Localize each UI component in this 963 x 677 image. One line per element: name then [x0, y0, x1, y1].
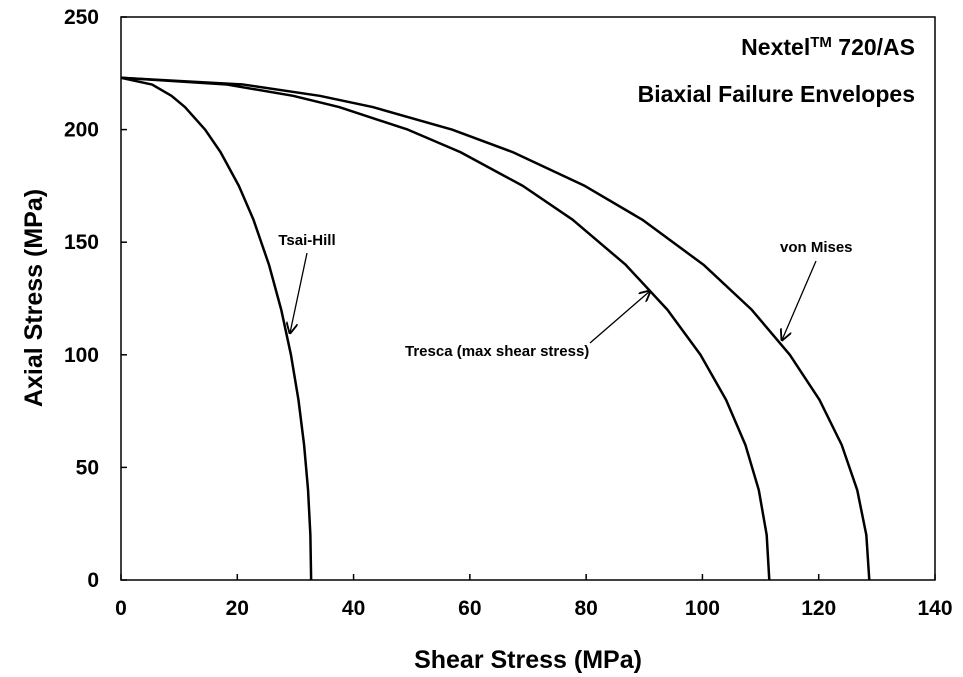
y-tick-label: 100: [64, 344, 99, 367]
annotation-arrow: [290, 252, 308, 333]
x-tick-label: 20: [226, 597, 249, 620]
chart-subtitle: Biaxial Failure Envelopes: [638, 81, 915, 107]
chart-title: NextelTM 720/AS: [741, 34, 915, 60]
x-tick-label: 120: [801, 597, 836, 620]
series-line: [120, 76, 313, 581]
series-line: [120, 76, 771, 581]
y-tick-label: 250: [64, 6, 99, 29]
x-tick-label: 100: [685, 597, 720, 620]
von-mises-label: von Mises: [780, 239, 853, 256]
x-axis-title: Shear Stress (MPa): [414, 646, 642, 674]
plot-frame: [120, 16, 936, 581]
x-tick-label: 0: [115, 597, 127, 620]
series-line: [120, 76, 871, 581]
annotation-arrow: [782, 260, 817, 340]
tsai-hill-label: Tsai-Hill: [278, 232, 335, 249]
x-tick-label: 140: [917, 597, 952, 620]
x-tick-label: 80: [574, 597, 597, 620]
x-tick-label: 60: [458, 597, 481, 620]
tresca-label: Tresca (max shear stress): [405, 343, 589, 360]
annotation-arrow: [589, 291, 650, 344]
x-tick-label: 40: [342, 597, 365, 620]
y-tick-label: 50: [76, 456, 99, 479]
y-tick-label: 150: [64, 231, 99, 254]
y-axis-title: Axial Stress (MPa): [20, 189, 48, 407]
y-tick-label: 0: [87, 569, 99, 592]
y-tick-label: 200: [64, 119, 99, 142]
